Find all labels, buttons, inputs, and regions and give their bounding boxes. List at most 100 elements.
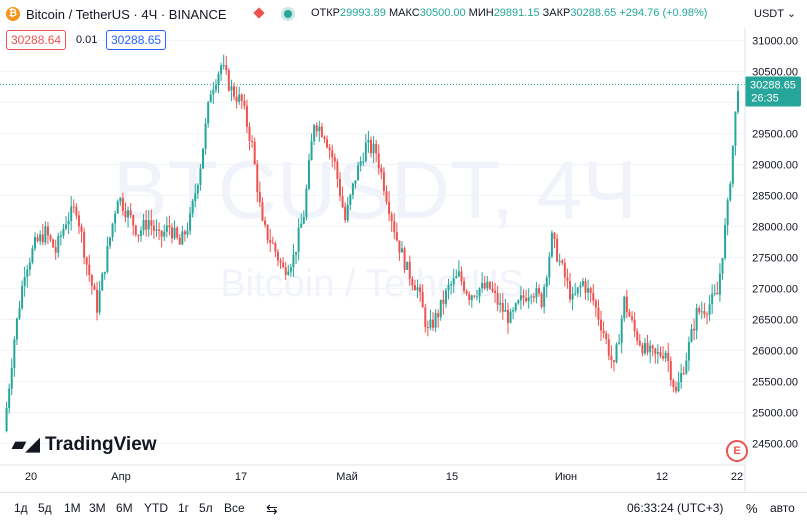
candle-body <box>199 168 202 186</box>
candle-body <box>594 300 597 308</box>
y-tick-label: 27000.00 <box>752 283 798 295</box>
events-icon[interactable]: E <box>726 440 748 462</box>
timeframe-button[interactable]: Все <box>224 501 245 515</box>
candle-body <box>315 125 318 132</box>
clock-time[interactable]: 06:33:24 (UTC+3) <box>627 501 724 515</box>
candle-body <box>667 352 670 362</box>
candle-body <box>127 210 130 218</box>
close-label: ЗАКР <box>542 7 571 19</box>
candle-body <box>618 342 621 345</box>
candle-body <box>610 355 613 361</box>
candle-body <box>426 326 429 328</box>
candle-body <box>724 225 727 259</box>
candle-body <box>292 254 295 268</box>
auto-scale-toggle[interactable]: авто <box>770 501 795 515</box>
candle-body <box>545 277 548 287</box>
timeframe-button[interactable]: 3М <box>89 501 106 515</box>
candle-body <box>729 183 732 201</box>
candle-body <box>251 141 254 143</box>
x-tick-label: Май <box>336 471 358 483</box>
last-price-value: 30288.65 <box>750 80 796 92</box>
sell-price-box[interactable]: 30288.64 <box>6 30 67 50</box>
candle-body <box>558 260 561 262</box>
candle-body <box>170 227 173 239</box>
candle-body <box>359 161 362 166</box>
candle-body <box>245 105 248 127</box>
candle-body <box>631 316 634 320</box>
tradingview-logo[interactable]: ▰◢ TradingView <box>12 434 157 456</box>
candle-body <box>202 148 205 169</box>
candle-body <box>447 285 450 291</box>
candle-body <box>685 360 688 374</box>
candle-body <box>550 232 553 257</box>
candle-body <box>256 164 259 192</box>
candle-body <box>703 311 706 315</box>
candle-body <box>589 288 592 294</box>
timeframe-button[interactable]: 5д <box>38 501 52 515</box>
y-tick-label: 24500.00 <box>752 438 798 450</box>
candle-body <box>615 344 618 363</box>
candle-body <box>147 220 150 230</box>
candle-body <box>517 300 520 304</box>
timeframe-button[interactable]: 1г <box>178 501 190 515</box>
candle-body <box>587 288 590 293</box>
candle-body <box>496 293 499 305</box>
candle-body <box>364 142 367 162</box>
timeframe-button[interactable]: 1д <box>14 501 28 515</box>
candle-body <box>506 309 509 323</box>
candle-body <box>561 260 564 264</box>
candle-body <box>680 373 683 383</box>
low-value: 29891.15 <box>493 7 540 19</box>
watermark-name: Bitcoin / TetherUS <box>220 263 523 305</box>
candle-body <box>494 290 497 294</box>
candle-body <box>183 231 186 235</box>
candle-body <box>282 262 285 268</box>
candle-body <box>176 227 179 238</box>
candle-body <box>284 267 287 275</box>
candle-body <box>522 295 525 299</box>
chevron-down-icon: ⌄ <box>786 8 797 20</box>
buy-price-box[interactable]: 30288.65 <box>106 30 167 50</box>
timeframe-button[interactable]: 1М <box>64 501 81 515</box>
currency-selector[interactable]: USDT ⌄ <box>754 7 796 20</box>
candle-body <box>10 368 13 389</box>
timeframe-button[interactable]: YTD <box>144 501 168 515</box>
candle-body <box>460 271 463 282</box>
candle-body <box>328 147 331 151</box>
candle-body <box>36 237 39 242</box>
candle-body <box>349 194 352 205</box>
candle-body <box>191 200 194 214</box>
timeframe-button[interactable]: 6М <box>116 501 133 515</box>
bottom-toolbar: 1д 5д 1М 3М 6М YTD 1г 5л Все ⇆ 06:33:24 (UTC+3) … <box>0 492 807 522</box>
candle-body <box>406 261 409 270</box>
x-tick-label: Июн <box>555 471 577 483</box>
x-tick-label: 22 <box>731 471 743 483</box>
candle-body <box>382 172 385 192</box>
candle-body <box>160 230 163 237</box>
timeframe-button[interactable]: 5л <box>199 501 213 515</box>
candle-body <box>302 217 305 224</box>
candle-body <box>437 313 440 318</box>
candle-body <box>649 345 652 353</box>
candle-body <box>393 221 396 233</box>
candle-body <box>129 210 132 216</box>
percent-toggle[interactable]: % <box>746 501 758 516</box>
candle-body <box>434 313 437 328</box>
candle-body <box>429 319 432 328</box>
tradingview-label: TradingView <box>44 434 157 455</box>
change-value: +294.76 (+0.98%) <box>619 7 708 19</box>
candle-body <box>121 198 124 212</box>
watermark-ticker: BTCUSDT, 4Ч <box>113 145 637 236</box>
candle-body <box>264 220 267 225</box>
price-chart[interactable]: BTCUSDT, 4Ч Bitcoin / TetherUS 31000.00 305… <box>0 0 807 492</box>
candle-body <box>116 201 119 214</box>
candle-body <box>75 206 78 216</box>
date-range-icon[interactable]: ⇆ <box>266 501 278 517</box>
y-tick-label: 26000.00 <box>752 345 798 357</box>
symbol-title[interactable]: Bitcoin / TetherUS · 4Ч · BINANCE <box>26 7 227 22</box>
candle-body <box>150 220 153 226</box>
candle-body <box>310 141 313 161</box>
candle-body <box>473 295 476 297</box>
candle-body <box>512 310 515 312</box>
open-value: 29993.89 <box>340 7 386 19</box>
